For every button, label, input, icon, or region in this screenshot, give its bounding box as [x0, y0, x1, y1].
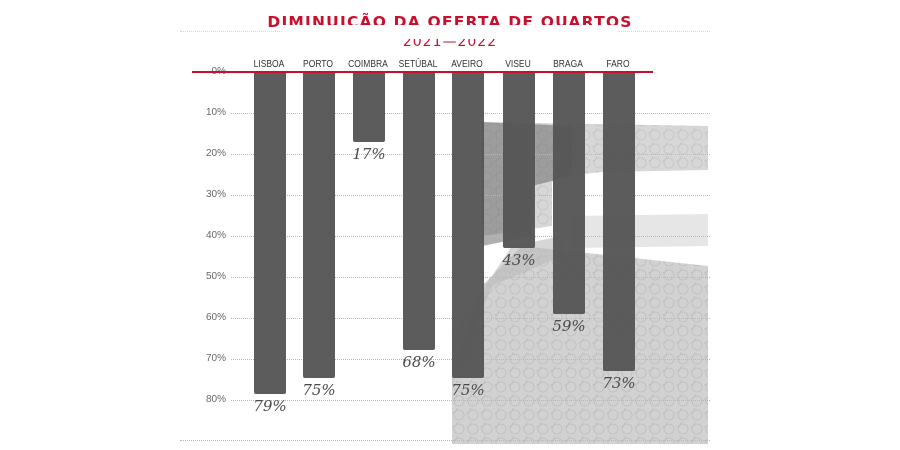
value-label-aveiro: 75% — [451, 381, 485, 399]
gridline-60 — [180, 318, 710, 319]
bar-porto — [303, 73, 335, 378]
x-label-aveiro: AVEIRO — [451, 59, 483, 70]
title-mask — [282, 25, 618, 39]
bar-coimbra — [353, 73, 385, 142]
gridline-bottom — [180, 440, 710, 441]
value-label-lisboa: 79% — [253, 397, 287, 415]
y-tick-50: 50% — [180, 271, 230, 282]
value-label-viseu: 43% — [502, 251, 536, 269]
x-label-setubal: SETÚBAL — [398, 59, 438, 70]
y-tick-10: 10% — [180, 107, 230, 118]
gridline-40 — [180, 236, 710, 237]
y-tick-60: 60% — [180, 312, 230, 323]
gridline-80 — [180, 400, 710, 401]
x-label-viseu: VISEU — [505, 59, 531, 70]
bar-braga — [553, 73, 585, 314]
value-label-faro: 73% — [602, 374, 636, 392]
y-tick-40: 40% — [180, 230, 230, 241]
x-label-lisboa: LISBOA — [253, 59, 285, 70]
y-tick-30: 30% — [180, 189, 230, 200]
x-label-braga: BRAGA — [553, 59, 583, 70]
value-label-braga: 59% — [552, 317, 586, 335]
x-label-coimbra: COIMBRA — [348, 59, 388, 70]
bar-setubal — [403, 73, 435, 350]
zero-baseline — [192, 71, 653, 73]
x-label-porto: PORTO — [303, 59, 333, 70]
y-tick-80: 80% — [180, 394, 230, 405]
gridline-20 — [180, 154, 710, 155]
bar-viseu — [503, 73, 535, 248]
gridline-50 — [180, 277, 710, 278]
y-tick-20: 20% — [180, 148, 230, 159]
value-label-setubal: 68% — [402, 353, 436, 371]
value-label-porto: 75% — [302, 381, 336, 399]
gridline-10 — [180, 113, 710, 114]
bar-lisboa — [254, 73, 286, 394]
gridline-70 — [180, 359, 710, 360]
gridline-30 — [180, 195, 710, 196]
value-label-coimbra: 17% — [352, 145, 386, 163]
y-tick-70: 70% — [180, 353, 230, 364]
bar-aveiro — [452, 73, 484, 378]
x-label-faro: FARO — [606, 59, 630, 70]
bar-faro — [603, 73, 635, 371]
